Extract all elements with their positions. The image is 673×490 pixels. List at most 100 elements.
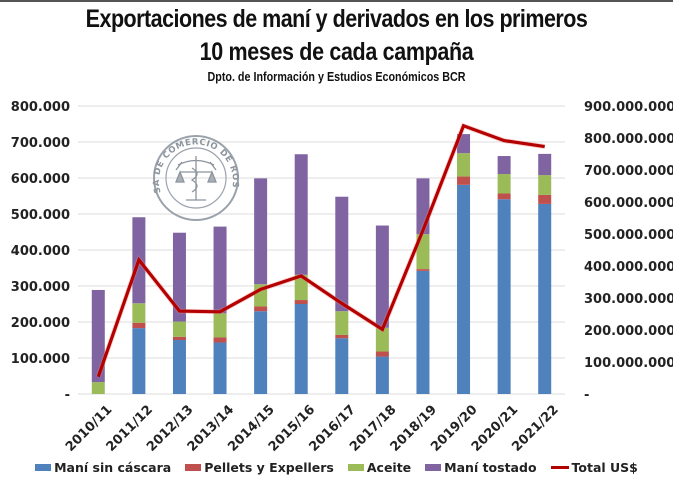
total-usd-line [96,123,545,378]
bar-segment-aceite [375,327,389,352]
bar-segment-mani-tostado [375,225,389,328]
left-axis-tick-label: 100.000 [11,352,70,367]
bar-segment-pellets-y-expellers [294,300,308,304]
bar-stack-2016-17 [335,196,349,394]
bar-stack-2021-22 [538,153,552,394]
x-axis-tick-labels: 2010/112011/122012/132013/142014/152015/… [63,402,562,454]
legend-item-mani-tostado: Maní tostado [425,460,537,475]
bar-segment-pellets-y-expellers [213,337,227,343]
bar-segment-aceite [294,274,308,301]
bar-stack-2019-20 [457,134,471,394]
legend-item-pellets-expellers: Pellets y Expellers [185,460,334,475]
chart-subtitle: Dpto. de Información y Estudios Económic… [207,70,466,84]
right-axis-tick-label: 200.000.000 [584,324,673,339]
bar-segment-mani-tostado [335,196,349,312]
bar-segment-aceite [335,311,349,335]
seal-outer-ring [153,135,239,221]
seal-text: BOLSA DE COMERCIO DE ROSARIO [0,0,240,194]
right-axis-tick-label: - [584,388,589,403]
bar-segment-mani-sin-cascara [497,199,511,394]
left-axis-tick-label: 500.000 [11,208,70,223]
bar-segment-pellets-y-expellers [335,334,349,339]
right-axis-tick-label: 600.000.000 [584,196,673,211]
bar-segment-mani-sin-cascara [294,304,308,394]
bar-segment-aceite [457,153,471,177]
legend-label: Aceite [366,460,412,475]
right-axis-tick-labels: - 100.000.000 200.000.000 300.000.000 400.00… [584,100,673,403]
legend-swatch-green [347,464,364,471]
bar-stack-2010-11 [91,289,105,394]
bar-segment-pellets-y-expellers [375,351,389,357]
legend-item-mani-sin-cascara: Maní sin cáscara [35,460,171,475]
bar-stack-2015-16 [294,154,308,394]
bar-segment-pellets-y-expellers [457,176,471,185]
left-axis-tick-label: 400.000 [11,244,70,259]
bar-segment-aceite [538,175,552,195]
bar-segment-mani-sin-cascara [132,328,146,394]
left-axis-tick-labels: - 100.000 200.000 300.000 400.000 500.000 600.… [11,100,70,403]
legend: Maní sin cáscara Pellets y Expellers Ace… [0,460,673,475]
bar-segment-aceite [132,303,146,323]
bar-segment-mani-tostado [254,178,268,285]
bar-segment-aceite [91,382,105,394]
bars [91,134,552,394]
bar-stack-2018-19 [416,178,430,394]
bar-segment-mani-sin-cascara [538,203,552,394]
left-axis-tick-label: - [65,388,70,403]
caduceus-scales-icon [175,156,217,201]
bar-segment-mani-sin-cascara [172,340,186,394]
right-axis-tick-label: 800.000.000 [584,132,673,147]
bar-segment-aceite [172,321,186,337]
bar-segment-aceite [213,313,227,338]
right-axis-tick-label: 400.000.000 [584,260,673,275]
bar-stack-2014-15 [254,178,268,394]
bar-segment-pellets-y-expellers [416,269,430,271]
legend-label: Pellets y Expellers [204,460,334,475]
bar-stack-2011-12 [132,217,146,394]
bar-segment-mani-sin-cascara [375,356,389,394]
bar-segment-pellets-y-expellers [132,322,146,329]
right-axis-tick-label: 300.000.000 [584,292,673,307]
bar-segment-aceite [497,174,511,194]
legend-swatch-red [185,464,202,471]
bar-segment-mani-tostado [457,134,471,154]
top-border [0,0,673,2]
right-axis-tick-label: 700.000.000 [584,164,673,179]
legend-item-aceite: Aceite [347,460,412,475]
bar-segment-mani-sin-cascara [416,270,430,394]
legend-swatch-purple [425,464,442,471]
bar-segment-mani-tostado [91,289,105,383]
chart-title-line-2: 10 meses de cada campaña [199,38,474,66]
left-axis-tick-label: 600.000 [11,172,70,187]
bar-segment-mani-tostado [172,232,186,322]
bar-stack-2012-13 [172,232,186,394]
bar-segment-mani-sin-cascara [213,342,227,394]
bar-segment-pellets-y-expellers [254,306,268,312]
left-axis-tick-label: 200.000 [11,316,70,331]
legend-label: Maní sin cáscara [54,460,172,475]
bar-segment-pellets-y-expellers [497,193,511,200]
right-axis-tick-label: 900.000.000 [584,100,673,115]
bar-segment-mani-sin-cascara [254,311,268,394]
legend-swatch-blue [35,464,52,471]
chart-title-line-1: Exportaciones de maní y derivados en los… [85,5,588,33]
legend-swatch-line [550,466,569,469]
bar-segment-aceite [416,234,430,270]
total-usd-line-layer [95,122,546,378]
bar-segment-pellets-y-expellers [172,336,186,340]
bar-segment-mani-sin-cascara [335,338,349,394]
right-axis-tick-label: 500.000.000 [584,228,673,243]
seal-inner-ring [165,147,227,209]
legend-item-total-usd: Total US$ [550,460,638,475]
left-axis-tick-label: 300.000 [11,280,70,295]
right-axis-tick-label: 100.000.000 [584,356,673,371]
legend-label: Total US$ [571,460,638,475]
left-axis-tick-label: 800.000 [11,100,70,115]
gridlines [78,105,565,395]
bar-segment-mani-tostado [538,153,552,176]
bar-segment-pellets-y-expellers [538,194,552,204]
bar-stack-2017-18 [375,225,389,394]
bar-segment-mani-tostado [213,226,227,314]
left-axis-tick-label: 700.000 [11,136,70,151]
